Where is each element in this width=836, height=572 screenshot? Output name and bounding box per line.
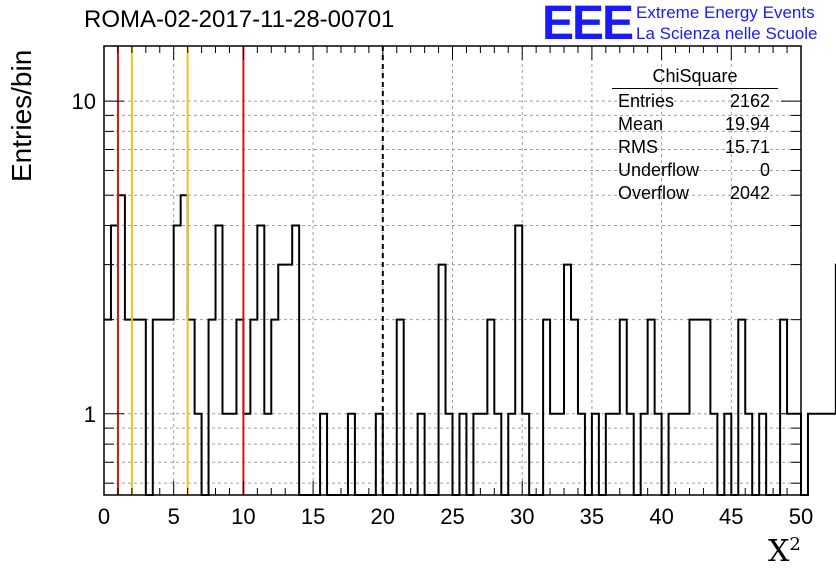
stats-value: 2162 — [729, 91, 770, 111]
histogram-outline — [104, 194, 836, 496]
stats-label: Overflow — [618, 183, 690, 203]
stats-value: 2042 — [729, 183, 770, 203]
x-tick-label: 15 — [301, 504, 325, 529]
stats-row-mean: Mean 19.94 — [612, 113, 778, 136]
eee-logo: EEE — [542, 0, 634, 50]
y-axis-label: Entries/bin — [6, 49, 37, 182]
stats-value: 19.94 — [724, 114, 770, 134]
stats-row-entries: Entries 2162 — [612, 90, 778, 113]
stats-value: 15.71 — [724, 137, 770, 157]
y-axis-ticks: 1 10 — [72, 89, 801, 484]
stats-label: RMS — [618, 137, 658, 157]
x-tick-label: 35 — [580, 504, 604, 529]
x-tick-label: 25 — [440, 504, 464, 529]
y-tick-label: 10 — [72, 89, 96, 114]
x-tick-label: 30 — [510, 504, 534, 529]
x-tick-label: 10 — [231, 504, 255, 529]
x-tick-label: 45 — [719, 504, 743, 529]
chart-title: ROMA-02-2017-11-28-00701 — [84, 6, 395, 33]
y-tick-label: 1 — [84, 402, 96, 427]
stats-row-rms: RMS 15.71 — [612, 136, 778, 159]
stats-box: ChiSquare Entries 2162 Mean 19.94 RMS 15.71… — [612, 66, 778, 205]
stats-row-overflow: Overflow 2042 — [612, 182, 778, 205]
stats-label: Entries — [618, 91, 675, 111]
x-tick-label: 5 — [168, 504, 180, 529]
x-axis-ticks: 0 5 10 15 20 25 30 35 40 45 50 — [98, 46, 813, 529]
x-tick-label: 40 — [649, 504, 673, 529]
brand-line-2: La Scienza nelle Scuole — [636, 24, 818, 43]
reference-lines — [116, 46, 384, 495]
x-axis-label: X2 — [768, 534, 801, 569]
stats-label: Mean — [618, 114, 664, 134]
stats-row-underflow: Underflow 0 — [612, 159, 778, 182]
stats-label: Underflow — [618, 160, 700, 180]
histogram-series — [104, 194, 836, 496]
stats-box-title: ChiSquare — [612, 66, 778, 89]
stats-value: 0 — [759, 160, 770, 180]
x-tick-label: 50 — [789, 504, 813, 529]
x-tick-label: 0 — [98, 504, 110, 529]
x-tick-label: 20 — [371, 504, 395, 529]
brand-line-1: Extreme Energy Events — [636, 3, 815, 22]
